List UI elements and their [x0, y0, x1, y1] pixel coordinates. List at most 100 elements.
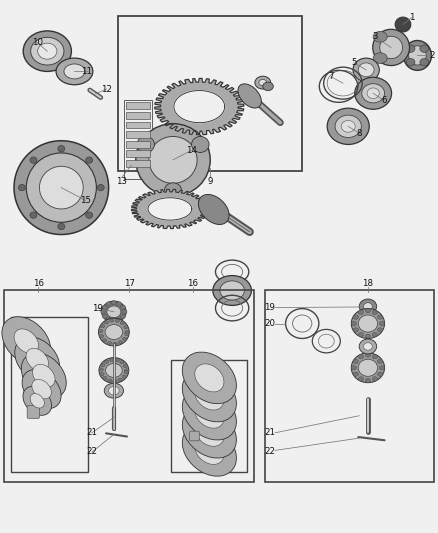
Ellipse shape: [123, 365, 127, 368]
Bar: [126, 112, 150, 119]
Text: 21: 21: [264, 429, 275, 437]
Ellipse shape: [137, 136, 155, 152]
Ellipse shape: [102, 314, 107, 319]
Text: 20: 20: [264, 319, 275, 328]
Ellipse shape: [195, 364, 224, 392]
Ellipse shape: [104, 360, 109, 364]
Ellipse shape: [195, 400, 224, 428]
Bar: [126, 131, 150, 138]
Ellipse shape: [21, 353, 66, 399]
Ellipse shape: [358, 354, 364, 359]
Ellipse shape: [380, 36, 403, 59]
Ellipse shape: [102, 301, 126, 322]
Ellipse shape: [117, 318, 122, 322]
Ellipse shape: [378, 372, 383, 376]
Ellipse shape: [30, 212, 37, 219]
Ellipse shape: [23, 31, 71, 71]
Ellipse shape: [182, 407, 237, 458]
Ellipse shape: [367, 88, 379, 99]
Text: 14: 14: [186, 146, 197, 155]
Ellipse shape: [32, 365, 55, 387]
Ellipse shape: [364, 343, 372, 350]
Text: 13: 13: [116, 177, 127, 185]
Text: 19: 19: [92, 304, 102, 312]
Ellipse shape: [120, 321, 124, 325]
Text: 11: 11: [81, 67, 92, 76]
Ellipse shape: [182, 425, 237, 476]
Bar: [126, 141, 150, 148]
Ellipse shape: [124, 369, 129, 372]
Ellipse shape: [26, 349, 49, 371]
Ellipse shape: [122, 310, 127, 314]
Ellipse shape: [136, 124, 210, 196]
Ellipse shape: [213, 276, 251, 305]
Ellipse shape: [353, 359, 358, 364]
Ellipse shape: [182, 389, 237, 440]
Ellipse shape: [124, 370, 129, 374]
Ellipse shape: [30, 393, 44, 408]
Text: 16: 16: [32, 279, 44, 288]
Ellipse shape: [106, 318, 111, 322]
Ellipse shape: [365, 334, 371, 338]
Ellipse shape: [99, 329, 103, 333]
Ellipse shape: [107, 379, 112, 382]
Ellipse shape: [58, 146, 65, 152]
Ellipse shape: [107, 306, 121, 318]
Text: 17: 17: [124, 279, 135, 288]
Ellipse shape: [373, 31, 387, 42]
Ellipse shape: [378, 359, 383, 364]
Ellipse shape: [113, 342, 117, 345]
Ellipse shape: [122, 375, 127, 378]
Text: 6: 6: [381, 96, 386, 104]
Ellipse shape: [26, 153, 96, 222]
Ellipse shape: [120, 361, 124, 364]
Ellipse shape: [406, 45, 415, 52]
Polygon shape: [148, 198, 192, 220]
Ellipse shape: [56, 58, 93, 85]
Ellipse shape: [372, 354, 378, 359]
Ellipse shape: [259, 79, 267, 86]
Ellipse shape: [125, 333, 129, 336]
Polygon shape: [174, 91, 225, 123]
Ellipse shape: [124, 326, 128, 329]
Ellipse shape: [102, 305, 107, 309]
Ellipse shape: [365, 309, 371, 313]
Ellipse shape: [182, 370, 237, 422]
Ellipse shape: [358, 333, 364, 337]
Ellipse shape: [38, 43, 57, 59]
Ellipse shape: [109, 386, 119, 395]
Ellipse shape: [358, 315, 378, 332]
Bar: [126, 102, 150, 109]
Ellipse shape: [58, 223, 65, 230]
Ellipse shape: [406, 59, 415, 66]
Ellipse shape: [104, 321, 109, 324]
Ellipse shape: [182, 352, 237, 403]
Ellipse shape: [111, 319, 117, 323]
Ellipse shape: [99, 335, 104, 338]
Ellipse shape: [107, 342, 112, 345]
Bar: [126, 150, 150, 157]
Ellipse shape: [220, 281, 244, 300]
Ellipse shape: [125, 330, 129, 334]
Ellipse shape: [353, 58, 379, 82]
Ellipse shape: [195, 437, 224, 464]
Text: 5: 5: [351, 59, 357, 67]
Text: 1: 1: [409, 13, 414, 22]
Ellipse shape: [105, 325, 123, 340]
Ellipse shape: [372, 310, 378, 314]
Ellipse shape: [351, 321, 357, 326]
Text: 12: 12: [101, 85, 112, 93]
Ellipse shape: [238, 84, 261, 108]
Ellipse shape: [420, 59, 429, 66]
Text: 21: 21: [86, 429, 98, 437]
Ellipse shape: [351, 366, 357, 370]
Ellipse shape: [379, 321, 385, 326]
Ellipse shape: [97, 184, 104, 191]
Ellipse shape: [359, 299, 377, 314]
Bar: [124, 100, 152, 179]
Text: 2: 2: [429, 52, 434, 60]
Text: 18: 18: [362, 279, 374, 288]
Ellipse shape: [351, 353, 385, 383]
Ellipse shape: [353, 315, 358, 319]
Ellipse shape: [101, 364, 105, 367]
